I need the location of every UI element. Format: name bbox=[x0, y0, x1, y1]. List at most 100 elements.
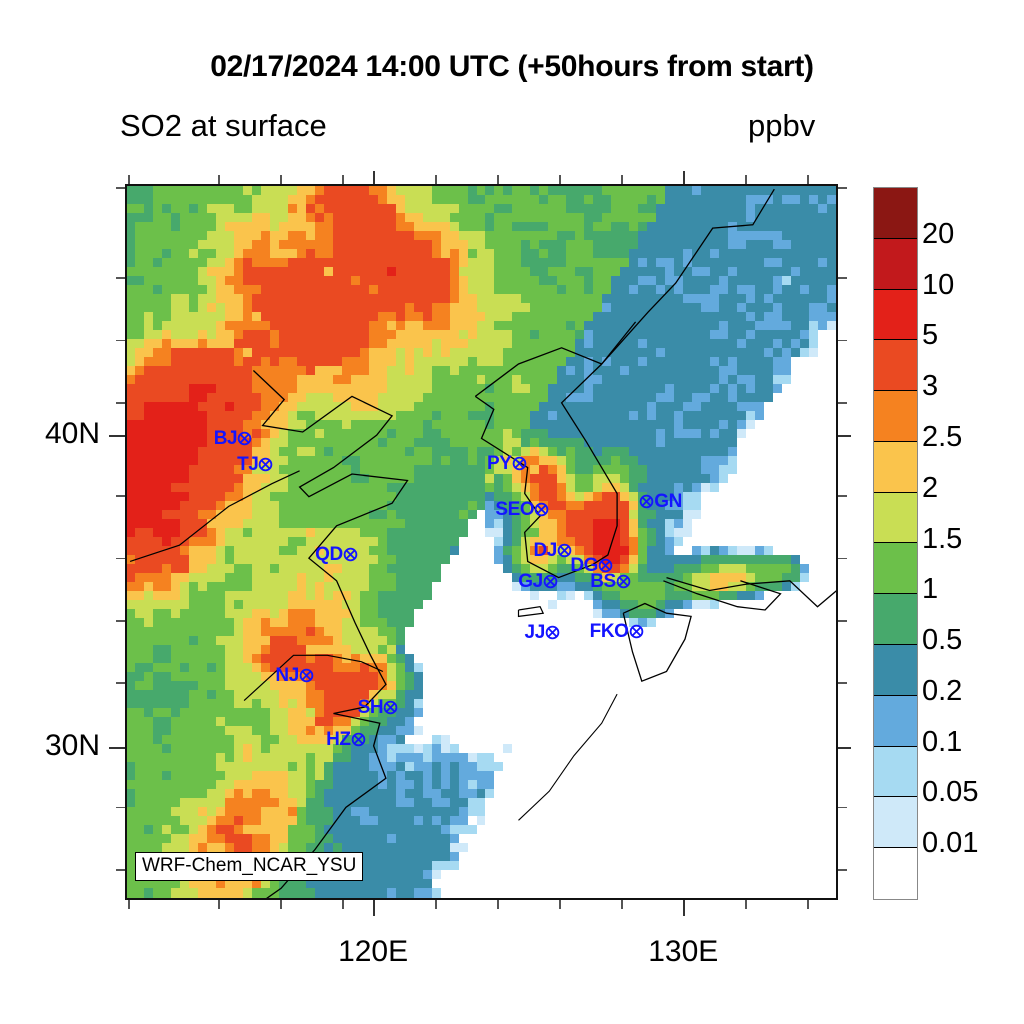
city-marker-py[interactable]: PY bbox=[487, 454, 527, 473]
coastline-path bbox=[622, 602, 692, 683]
axis-tick bbox=[128, 175, 130, 184]
axis-tick bbox=[497, 175, 499, 184]
city-marker-bs[interactable]: BS bbox=[590, 572, 631, 591]
axis-tick bbox=[621, 175, 623, 184]
colorbar-band bbox=[874, 391, 917, 442]
colorbar-band bbox=[874, 492, 917, 544]
colorbar-band bbox=[874, 238, 917, 290]
axis-tick bbox=[218, 900, 220, 909]
axis-tick bbox=[807, 175, 809, 184]
colorbar-band bbox=[874, 848, 917, 899]
coastline-path bbox=[474, 347, 602, 397]
colorbar-tick-label: 2.5 bbox=[922, 420, 963, 453]
axis-tick bbox=[342, 175, 344, 184]
circled-x-marker-icon bbox=[299, 668, 314, 682]
city-marker-hz[interactable]: HZ bbox=[326, 730, 366, 749]
axis-tick bbox=[280, 175, 282, 184]
city-label: DJ bbox=[533, 540, 557, 562]
axis-tick bbox=[128, 900, 130, 909]
page-title: 02/17/2024 14:00 UTC (+50hours from star… bbox=[210, 50, 814, 83]
colorbar bbox=[873, 187, 918, 900]
coastline-path bbox=[474, 321, 637, 579]
colorbar-tick-label: 0.01 bbox=[922, 827, 979, 860]
axis-tick bbox=[116, 402, 125, 404]
axis-tick bbox=[838, 495, 847, 497]
circled-x-marker-icon bbox=[512, 456, 526, 471]
circled-x-marker-icon bbox=[616, 575, 631, 589]
city-marker-bj[interactable]: BJ bbox=[214, 429, 253, 448]
map-plot-area: WRF-Chem_NCAR_YSU bbox=[125, 184, 838, 900]
city-marker-jj[interactable]: JJ bbox=[525, 623, 560, 642]
city-marker-seo[interactable]: SEO bbox=[495, 500, 549, 519]
colorbar-band bbox=[874, 289, 917, 341]
city-marker-nj[interactable]: NJ bbox=[275, 666, 314, 685]
axis-tick bbox=[807, 900, 809, 909]
colorbar-tick-label: 1.5 bbox=[922, 522, 963, 555]
y-axis-label: 30N bbox=[44, 728, 100, 762]
axis-tick bbox=[116, 557, 125, 560]
coastline-path bbox=[663, 580, 782, 611]
circled-x-marker-icon bbox=[629, 624, 643, 638]
units-label: ppbv bbox=[748, 108, 816, 143]
x-axis-label: 130E bbox=[648, 935, 719, 968]
circled-x-marker-icon bbox=[543, 575, 558, 589]
axis-tick bbox=[109, 746, 125, 749]
city-marker-sh[interactable]: SH bbox=[358, 698, 399, 717]
axis-tick bbox=[745, 900, 747, 909]
city-marker-gj[interactable]: GJ bbox=[518, 572, 558, 591]
axis-tick bbox=[559, 175, 561, 184]
axis-tick bbox=[116, 806, 125, 809]
city-label: SEO bbox=[495, 499, 535, 521]
colorbar-tick-label: 0.05 bbox=[922, 776, 979, 809]
city-label: SH bbox=[357, 697, 384, 719]
circled-x-marker-icon bbox=[534, 503, 549, 517]
circled-x-marker-icon bbox=[545, 625, 560, 640]
axis-tick bbox=[116, 682, 125, 684]
city-marker-tj[interactable]: TJ bbox=[237, 455, 273, 474]
city-label: BJ bbox=[213, 427, 238, 449]
city-marker-gn[interactable]: GN bbox=[639, 492, 682, 511]
so2-concentration-raster bbox=[127, 186, 836, 898]
colorbar-tick-label: 3 bbox=[922, 370, 939, 403]
city-label: GJ bbox=[518, 571, 543, 593]
colorbar-band bbox=[874, 695, 917, 747]
colorbar-tick-label: 2 bbox=[922, 471, 939, 504]
colorbar-tick-label: 0.2 bbox=[922, 674, 963, 707]
colorbar-tick-label: 0.1 bbox=[922, 725, 963, 758]
axis-tick bbox=[838, 557, 847, 560]
axis-tick bbox=[116, 277, 125, 279]
variable-label: SO2 at surface bbox=[120, 108, 327, 143]
axis-tick bbox=[116, 187, 125, 189]
coastline-path bbox=[243, 654, 384, 702]
coastline-path bbox=[666, 576, 836, 608]
circled-x-marker-icon bbox=[383, 701, 398, 715]
axis-tick bbox=[559, 900, 561, 909]
circled-x-marker-icon bbox=[557, 543, 572, 558]
axis-tick bbox=[497, 900, 499, 909]
city-label: FKO bbox=[589, 620, 629, 642]
axis-tick bbox=[435, 900, 437, 909]
axis-tick bbox=[683, 900, 686, 916]
city-marker-fko[interactable]: FKO bbox=[590, 622, 644, 641]
colorbar-band bbox=[874, 594, 917, 646]
colorbar-band bbox=[874, 441, 917, 493]
colorbar-band bbox=[874, 340, 917, 392]
axis-tick bbox=[109, 435, 125, 438]
axis-tick bbox=[838, 435, 851, 438]
colorbar-band bbox=[874, 188, 917, 239]
axis-tick bbox=[838, 869, 847, 871]
city-label: PY bbox=[487, 453, 512, 475]
city-label: BS bbox=[590, 571, 616, 593]
axis-tick bbox=[838, 806, 847, 809]
axis-tick bbox=[218, 175, 220, 184]
axis-tick bbox=[116, 339, 125, 342]
city-marker-dj[interactable]: DJ bbox=[533, 541, 572, 560]
city-label: GN bbox=[654, 490, 682, 512]
coastline-path bbox=[252, 370, 409, 898]
coastline-path bbox=[518, 693, 618, 821]
model-annotation: WRF-Chem_NCAR_YSU bbox=[135, 852, 364, 881]
city-marker-qd[interactable]: QD bbox=[315, 545, 358, 564]
axis-tick bbox=[621, 900, 623, 909]
axis-tick bbox=[838, 402, 847, 404]
city-marker-dg[interactable]: DG bbox=[570, 556, 613, 575]
